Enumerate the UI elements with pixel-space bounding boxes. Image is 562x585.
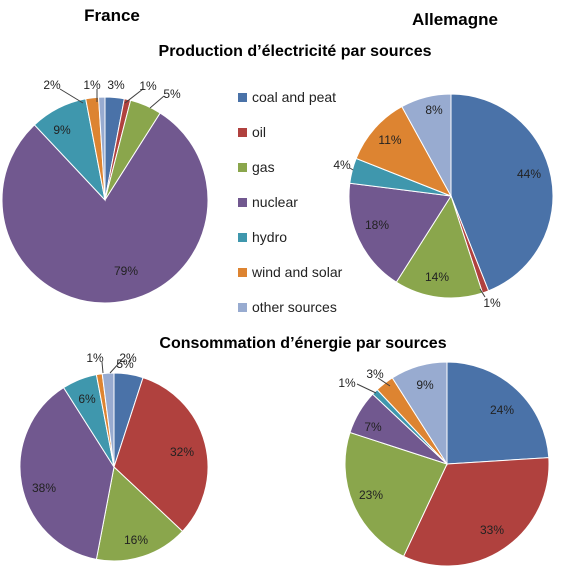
legend-item-coal-and-peat: coal and peat — [238, 89, 336, 105]
pie-france-production: 3% 1% 5% 79% 9% 2% 1% — [1, 78, 209, 304]
legend-swatch — [238, 303, 247, 312]
slice-coal-and-peat — [450, 93, 554, 292]
data-label: 11% — [378, 133, 401, 147]
slice-other-sources — [97, 96, 106, 201]
data-label: 79% — [114, 264, 138, 278]
slice-gas — [395, 194, 484, 299]
leader-line — [109, 361, 121, 374]
leader-line — [101, 361, 104, 374]
slice-gas — [344, 431, 448, 557]
leader-line — [59, 88, 84, 104]
header-allemagne: Allemagne — [412, 10, 498, 29]
data-label: 14% — [425, 270, 449, 284]
leader-line — [479, 288, 486, 298]
slice-other-sources — [101, 372, 115, 468]
legend-label: other sources — [252, 299, 337, 315]
slice-coal-and-peat — [446, 361, 550, 465]
data-label: 2% — [119, 351, 137, 365]
data-label: 5% — [163, 87, 181, 101]
header-france: France — [84, 6, 140, 25]
legend: coal and peat oil gas nuclear hydro wind and … — [238, 89, 343, 315]
data-label: 2% — [43, 78, 61, 92]
slice-other-sources — [391, 361, 448, 466]
legend-item-wind-and-solar: wind and solar — [238, 264, 343, 280]
slice-gas — [95, 466, 184, 562]
data-label: 33% — [480, 523, 504, 537]
leader-line — [349, 167, 354, 171]
leader-line — [124, 88, 144, 104]
production-title: Production d’électricité par sources — [159, 43, 432, 60]
legend-swatch — [238, 163, 247, 172]
data-label: 9% — [416, 378, 434, 392]
data-label: 1% — [86, 351, 104, 365]
legend-label: oil — [252, 124, 266, 140]
data-label: 18% — [365, 218, 389, 232]
data-label: 24% — [490, 403, 514, 417]
pie-allemagne-production: 44% 1% 14% 18% 4% 11% 8% — [333, 93, 554, 310]
legend-label: nuclear — [252, 194, 298, 210]
pie-allemagne-consumption: 24% 33% 23% 7% 1% 3% 9% — [338, 361, 550, 567]
slice-nuclear — [348, 182, 452, 283]
data-label: 1% — [483, 296, 501, 310]
legend-swatch — [238, 268, 247, 277]
data-label: 7% — [364, 420, 382, 434]
slice-oil — [402, 457, 550, 567]
data-label: 6% — [78, 392, 96, 406]
legend-swatch — [238, 93, 247, 102]
data-label: 44% — [517, 167, 541, 181]
slice-wind-and-solar — [355, 105, 453, 197]
slice-nuclear — [1, 112, 209, 304]
pie-france-consumption: 5% 32% 16% 38% 6% 1% 2% — [19, 351, 209, 562]
legend-label: wind and solar — [251, 264, 343, 280]
leader-line — [149, 95, 165, 109]
legend-item-gas: gas — [238, 159, 275, 175]
legend-label: hydro — [252, 229, 287, 245]
slice-other-sources — [401, 93, 452, 197]
legend-swatch — [238, 233, 247, 242]
leader-line — [377, 377, 391, 387]
data-label: 8% — [425, 103, 443, 117]
legend-swatch — [238, 198, 247, 207]
legend-swatch — [238, 128, 247, 137]
data-label: 3% — [366, 367, 384, 381]
legend-item-other-sources: other sources — [238, 299, 337, 315]
data-label: 16% — [124, 533, 148, 547]
data-label: 32% — [170, 445, 194, 459]
slice-oil — [113, 376, 209, 533]
legend-item-nuclear: nuclear — [238, 194, 298, 210]
legend-label: coal and peat — [252, 89, 336, 105]
legend-item-oil: oil — [238, 124, 266, 140]
data-label: 1% — [338, 376, 356, 390]
data-label: 4% — [333, 158, 351, 172]
data-label: 3% — [107, 78, 125, 92]
legend-item-hydro: hydro — [238, 229, 287, 245]
legend-label: gas — [252, 159, 275, 175]
data-label: 1% — [139, 79, 157, 93]
data-label: 23% — [359, 488, 383, 502]
leader-line — [356, 383, 377, 394]
data-label: 1% — [83, 78, 101, 92]
consumption-title: Consommation d’énergie par sources — [159, 335, 446, 352]
data-label: 38% — [32, 481, 56, 495]
data-label: 9% — [53, 123, 71, 137]
data-label: 5% — [116, 357, 134, 371]
